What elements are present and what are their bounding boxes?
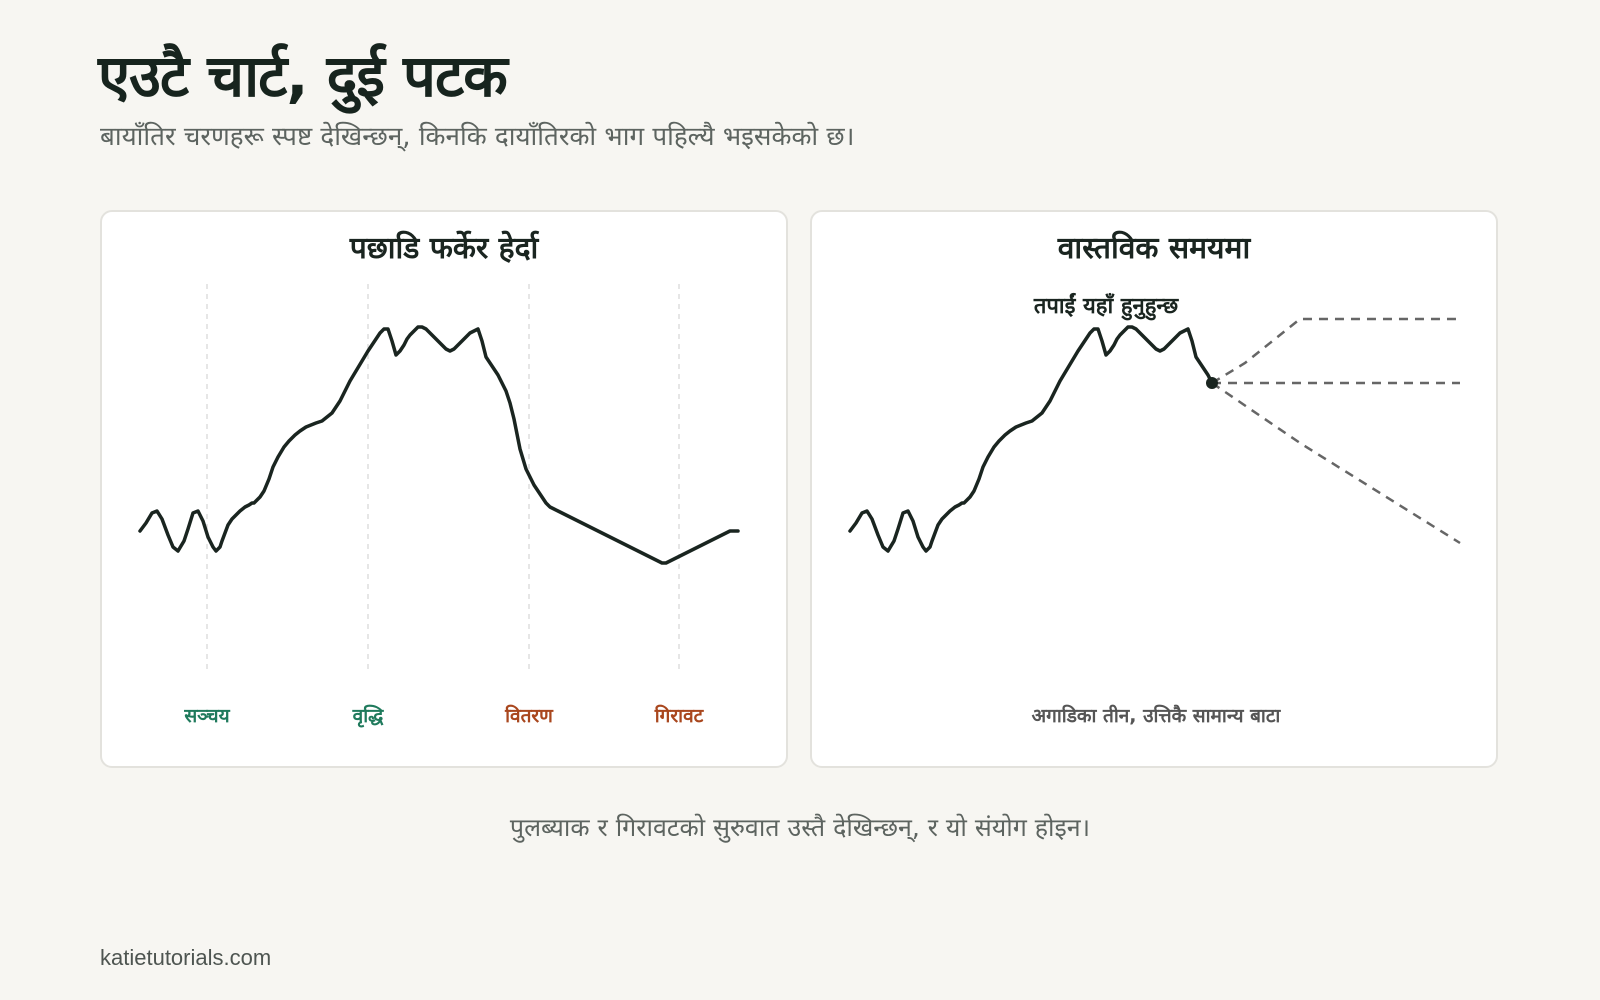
site-credit: katietutorials.com — [100, 945, 272, 970]
realtime-chart-plot: तपाईं यहाँ हुनुहुन्छ अगाडिका तीन, उत्तिकै… — [848, 292, 1461, 727]
hindsight-chart-panel: पछाडि फर्केर हेर्दा सञ्चय वृद्धि वितरण गिरा… — [100, 210, 788, 768]
page-subtitle: बायाँतिर चरणहरू स्पष्ट देखिन्छन्, किनकि … — [100, 122, 855, 152]
hindsight-chart-plot: सञ्चय वृद्धि वितरण गिरावट — [138, 284, 740, 728]
projection-path — [1211, 317, 1460, 385]
phase-label: वितरण — [504, 704, 554, 727]
realtime-chart-title: वास्तविक समयमा — [1057, 231, 1251, 266]
page-title: एउटै चार्ट, दुई पटक — [98, 42, 508, 110]
you-are-here-label: तपाईं यहाँ हुनुहुन्छ — [1033, 292, 1180, 321]
phase-label: सञ्चय — [183, 705, 230, 727]
current-position-marker — [1206, 377, 1218, 389]
price-line — [138, 325, 740, 565]
price-line — [848, 325, 1214, 553]
hindsight-chart-title: पछाडि फर्केर हेर्दा — [349, 231, 539, 266]
phase-label: गिरावट — [654, 704, 705, 727]
bottom-caption: पुलब्याक र गिरावटको सुरुवात उस्तै देखिन्… — [509, 813, 1091, 842]
phase-label: वृद्धि — [352, 704, 384, 728]
realtime-chart-panel: वास्तविक समयमा तपाईं यहाँ हुनुहुन्छ अगाडि… — [810, 210, 1498, 768]
future-paths-label: अगाडिका तीन, उत्तिकै सामान्य बाटा — [1032, 704, 1282, 727]
projection-path — [1211, 381, 1461, 545]
